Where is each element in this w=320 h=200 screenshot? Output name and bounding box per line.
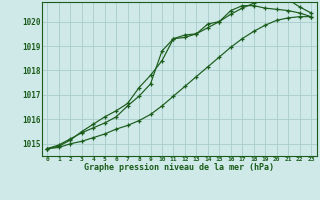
X-axis label: Graphe pression niveau de la mer (hPa): Graphe pression niveau de la mer (hPa) [84,163,274,172]
